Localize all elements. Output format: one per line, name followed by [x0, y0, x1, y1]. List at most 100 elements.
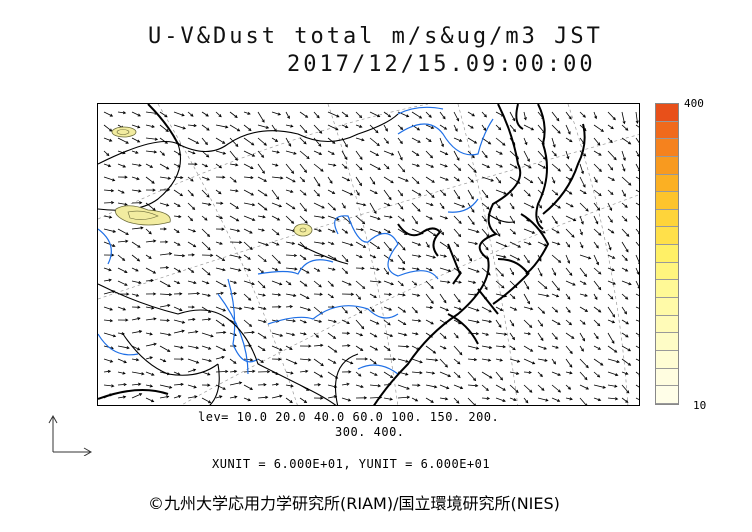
wind-arrow-head: [206, 154, 210, 158]
wind-arrow-head: [208, 202, 212, 206]
wind-arrow-head: [557, 389, 562, 393]
wind-arrow: [103, 111, 113, 117]
wind-arrow: [369, 124, 379, 133]
wind-arrow: [243, 384, 253, 390]
wind-arrow-head: [191, 206, 196, 210]
wind-arrow-head: [458, 280, 462, 284]
wind-arrow-head: [542, 165, 547, 169]
wind-arrow: [565, 241, 570, 248]
wind-arrow: [593, 280, 602, 290]
wind-arrow-head: [553, 361, 556, 365]
wind-arrow-head: [596, 261, 599, 266]
wind-arrow: [285, 254, 297, 256]
wind-arrow-head: [320, 168, 324, 172]
wind-arrow: [621, 397, 629, 403]
wind-arrow: [229, 189, 238, 192]
wind-arrow: [159, 396, 169, 399]
wind-arrow-head: [557, 398, 561, 402]
wind-arrow-head: [569, 371, 573, 375]
wind-arrow-head: [402, 169, 406, 173]
colorbar-segment: [656, 315, 678, 334]
wind-arrow: [215, 345, 226, 351]
wind-arrow-head: [345, 114, 349, 118]
wind-arrow: [117, 280, 128, 286]
wind-arrow-head: [109, 307, 113, 311]
wind-arrow: [411, 267, 420, 270]
wind-arrow: [173, 150, 181, 156]
wind-arrow: [495, 124, 501, 130]
wind-arrow: [117, 150, 126, 154]
wind-arrow-head: [567, 244, 571, 248]
wind-arrow-head: [461, 204, 466, 208]
wind-arrow-head: [112, 229, 117, 233]
wind-arrow: [201, 228, 210, 237]
wind-arrow: [131, 254, 140, 262]
wind-arrow-head: [473, 403, 476, 405]
wind-arrow-head: [587, 256, 592, 260]
wind-arrow: [145, 343, 157, 347]
colorbar-segment: [656, 192, 678, 210]
wind-arrow-head: [443, 346, 447, 350]
wind-arrow: [453, 137, 462, 142]
wind-arrow-head: [531, 230, 536, 234]
wind-arrow: [313, 371, 323, 378]
wind-arrow: [229, 150, 238, 161]
wind-arrow-head: [359, 156, 363, 160]
wind-arrow-head: [512, 128, 517, 133]
wind-arrow: [453, 176, 460, 182]
wind-arrow: [411, 202, 421, 212]
wind-arrow: [495, 306, 503, 311]
wind-arrow-head: [331, 151, 335, 155]
wind-arrow-head: [138, 393, 143, 397]
wind-arrow-head: [279, 394, 283, 398]
wind-arrow: [383, 280, 394, 285]
wind-arrow: [145, 137, 158, 140]
wind-arrow-head: [580, 245, 584, 249]
wind-arrow-head: [279, 347, 283, 351]
wind-arrow-head: [125, 239, 129, 243]
wind-arrow: [313, 176, 321, 187]
wind-arrow: [425, 267, 433, 271]
wind-arrow: [327, 345, 337, 353]
wind-arrow-head: [251, 282, 255, 286]
colorbar-segment: [656, 333, 678, 351]
wind-arrow: [607, 137, 613, 143]
wind-arrow-head: [432, 255, 436, 259]
wind-arrow-head: [614, 397, 619, 401]
wind-arrow-head: [430, 300, 434, 304]
wind-arrow: [439, 189, 446, 196]
wind-arrow: [411, 150, 419, 156]
wind-arrow-head: [443, 300, 447, 304]
wind-arrow-head: [192, 244, 197, 248]
wind-arrow-head: [540, 337, 544, 342]
wind-arrow: [467, 267, 480, 273]
wind-arrow: [243, 124, 252, 131]
wind-arrow-head: [540, 181, 544, 185]
wind-arrow: [509, 332, 515, 340]
wind-arrow: [299, 397, 307, 403]
wind-arrow-head: [275, 163, 279, 167]
wind-arrow: [565, 137, 573, 143]
wind-arrow: [117, 345, 130, 349]
wind-arrow-head: [293, 151, 297, 155]
wind-arrow: [257, 150, 264, 158]
wind-arrow-head: [177, 242, 181, 246]
wind-arrow: [635, 215, 639, 221]
wind-arrow: [103, 306, 113, 311]
wind-arrow-head: [193, 281, 197, 285]
wind-arrow-head: [350, 361, 354, 365]
wind-arrow: [439, 345, 447, 350]
wind-arrow-head: [442, 192, 447, 196]
wind-arrow-head: [597, 142, 601, 146]
wind-arrow-head: [150, 278, 154, 283]
wind-arrow-head: [457, 374, 461, 379]
levels-line-2: 300. 400.: [335, 425, 405, 439]
wind-arrow: [621, 306, 627, 315]
wind-arrow-head: [121, 332, 125, 336]
wind-arrow-head: [526, 286, 530, 290]
wind-arrow: [313, 215, 325, 219]
wind-arrow-head: [263, 142, 267, 146]
wind-arrow: [439, 228, 444, 235]
wind-arrow-head: [277, 293, 282, 297]
wind-arrow-head: [275, 267, 279, 271]
